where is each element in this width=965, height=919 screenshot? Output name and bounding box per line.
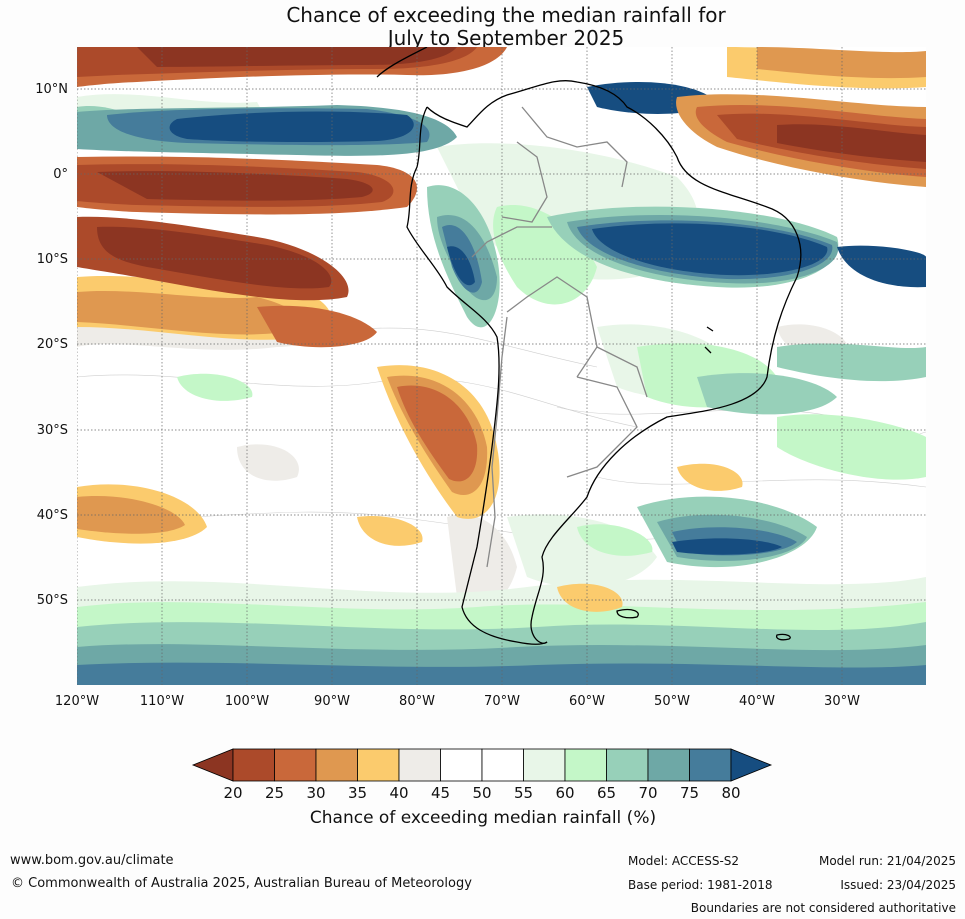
title-line-1: Chance of exceeding the median rainfall … — [286, 3, 726, 27]
colorbar-label: Chance of exceeding median rainfall (%) — [309, 808, 657, 828]
colorbar-tick-label: 80 — [721, 784, 741, 802]
colorbar-cell — [564, 748, 607, 782]
lon-label-30w: 30°W — [824, 694, 860, 709]
lon-label-70w: 70°W — [484, 694, 520, 709]
colorbar-tick-label: 45 — [430, 784, 451, 802]
colorbar-tick-label: 25 — [264, 784, 285, 802]
lat-label-20s: 20°S — [36, 337, 68, 352]
colorbar-cell — [274, 748, 317, 782]
colorbar-tick-label: 60 — [555, 784, 575, 802]
colorbar-tick-label: 40 — [389, 784, 409, 802]
lat-label-50s: 50°S — [36, 593, 68, 608]
colorbar-tick-label: 30 — [306, 784, 326, 802]
colorbar-cell — [647, 748, 690, 782]
footer-disclaimer: Boundaries are not considered authoritat… — [690, 901, 956, 915]
country-borders — [471, 106, 648, 568]
colorbar-tick-label: 65 — [596, 784, 617, 802]
colorbar-cell — [398, 748, 441, 782]
footer-model: Model: ACCESS-S2 — [628, 854, 740, 868]
rainfall-map-canvas — [77, 47, 926, 685]
colorbar-cell — [357, 748, 400, 782]
lon-label-60w: 60°W — [569, 694, 605, 709]
footer-url[interactable]: www.bom.gov.au/climate — [10, 853, 174, 868]
colorbar-cell — [232, 748, 275, 782]
lon-label-40w: 40°W — [739, 694, 775, 709]
colorbar-cell — [481, 748, 524, 782]
lon-label-120w: 120°W — [54, 694, 100, 709]
footer-model-run: Model run: 21/04/2025 — [818, 854, 956, 868]
colorbar-tick-label: 70 — [638, 784, 658, 802]
footer-copyright: © Commonwealth of Australia 2025, Austra… — [11, 876, 472, 891]
colorbar-cell — [440, 748, 483, 782]
colorbar-tick-label: 75 — [679, 784, 700, 802]
title-line-2: July to September 2025 — [387, 26, 625, 50]
lat-label-40s: 40°S — [36, 508, 68, 523]
rainfall-map — [77, 47, 926, 685]
colorbar-cell — [315, 748, 358, 782]
lon-label-100w: 100°W — [224, 694, 270, 709]
lat-label-0: 0° — [53, 167, 68, 182]
colorbar-cell — [606, 748, 649, 782]
colorbar-cell — [689, 748, 732, 782]
colorbar — [191, 748, 773, 782]
colorbar-cell — [523, 748, 566, 782]
coastline — [376, 47, 802, 645]
lat-label-10n: 10°N — [35, 82, 68, 97]
lat-label-10s: 10°S — [36, 252, 68, 267]
colorbar-cell-below-min — [191, 748, 234, 782]
map-title: Chance of exceeding the median rainfall … — [0, 4, 965, 50]
footer-issued: Issued: 23/04/2025 — [840, 878, 956, 892]
colorbar-tick-label: 55 — [513, 784, 534, 802]
lon-label-90w: 90°W — [314, 694, 350, 709]
colorbar-tick-label: 35 — [347, 784, 368, 802]
colorbar-tick-label: 20 — [223, 784, 243, 802]
lon-label-110w: 110°W — [139, 694, 185, 709]
lat-label-30s: 30°S — [36, 423, 68, 438]
colorbar-cell-above-max — [730, 748, 773, 782]
lon-label-80w: 80°W — [399, 694, 435, 709]
lon-label-50w: 50°W — [654, 694, 690, 709]
footer-base-period: Base period: 1981-2018 — [628, 878, 773, 892]
colorbar-tick-label: 50 — [472, 784, 492, 802]
